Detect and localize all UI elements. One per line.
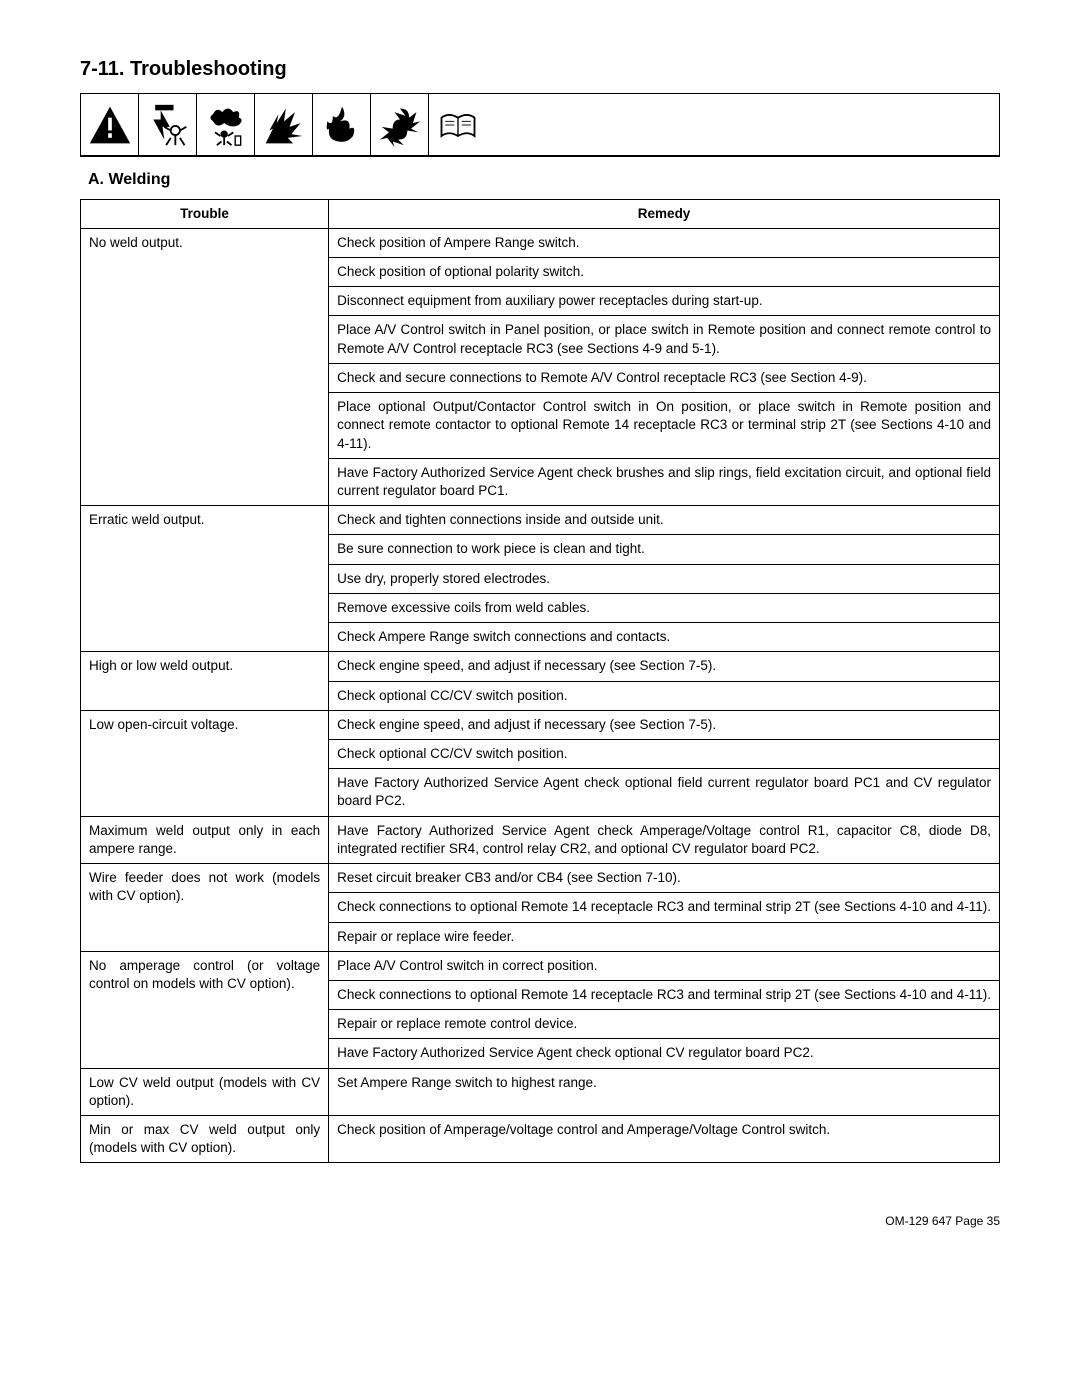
trouble-cell: Wire feeder does not work (models with C… <box>81 864 329 952</box>
remedy-cell: Place A/V Control switch in Panel positi… <box>329 316 1000 363</box>
header-trouble: Trouble <box>81 199 329 228</box>
toxic-fumes-icon <box>197 94 255 155</box>
remedy-cell: Be sure connection to work piece is clea… <box>329 535 1000 564</box>
remedy-cell: Disconnect equipment from auxiliary powe… <box>329 287 1000 316</box>
trouble-cell: High or low weld output. <box>81 652 329 710</box>
trouble-cell: No weld output. <box>81 228 329 505</box>
warning-triangle-icon <box>81 94 139 155</box>
remedy-cell: Remove excessive coils from weld cables. <box>329 593 1000 622</box>
remedy-cell: Check position of optional polarity swit… <box>329 258 1000 287</box>
trouble-cell: Maximum weld output only in each ampere … <box>81 816 329 863</box>
trouble-cell: Low open-circuit voltage. <box>81 710 329 816</box>
remedy-cell: Repair or replace wire feeder. <box>329 922 1000 951</box>
remedy-cell: Check engine speed, and adjust if necess… <box>329 710 1000 739</box>
remedy-cell: Use dry, properly stored electrodes. <box>329 564 1000 593</box>
remedy-cell: Check engine speed, and adjust if necess… <box>329 652 1000 681</box>
trouble-cell: Min or max CV weld output only (models w… <box>81 1116 329 1163</box>
remedy-cell: Set Ampere Range switch to highest range… <box>329 1068 1000 1115</box>
trouble-cell: Low CV weld output (models with CV optio… <box>81 1068 329 1115</box>
remedy-cell: Place A/V Control switch in correct posi… <box>329 951 1000 980</box>
page-footer: OM-129 647 Page 35 <box>80 1213 1000 1229</box>
explosion-icon <box>255 94 313 155</box>
remedy-cell: Have Factory Authorized Service Agent ch… <box>329 458 1000 505</box>
troubleshooting-table: Trouble Remedy No weld output.Check posi… <box>80 199 1000 1164</box>
remedy-cell: Have Factory Authorized Service Agent ch… <box>329 1039 1000 1068</box>
trouble-cell: No amperage control (or voltage control … <box>81 951 329 1068</box>
remedy-cell: Check and secure connections to Remote A… <box>329 363 1000 392</box>
remedy-cell: Have Factory Authorized Service Agent ch… <box>329 769 1000 816</box>
fire-icon <box>313 94 371 155</box>
trouble-cell: Erratic weld output. <box>81 506 329 652</box>
remedy-cell: Check and tighten connections inside and… <box>329 506 1000 535</box>
header-remedy: Remedy <box>329 199 1000 228</box>
read-manual-icon <box>429 94 487 155</box>
section-title: 7-11. Troubleshooting <box>80 56 1000 83</box>
remedy-cell: Repair or replace remote control device. <box>329 1010 1000 1039</box>
remedy-cell: Check position of Amperage/voltage contr… <box>329 1116 1000 1163</box>
remedy-cell: Check connections to optional Remote 14 … <box>329 893 1000 922</box>
electric-shock-icon <box>139 94 197 155</box>
remedy-cell: Check optional CC/CV switch position. <box>329 681 1000 710</box>
remedy-cell: Check position of Ampere Range switch. <box>329 228 1000 257</box>
moving-parts-icon <box>371 94 429 155</box>
remedy-cell: Place optional Output/Contactor Control … <box>329 393 1000 459</box>
subsection-title: A. Welding <box>80 169 1000 191</box>
remedy-cell: Check connections to optional Remote 14 … <box>329 980 1000 1009</box>
remedy-cell: Have Factory Authorized Service Agent ch… <box>329 816 1000 863</box>
remedy-cell: Check Ampere Range switch connections an… <box>329 623 1000 652</box>
safety-icon-strip <box>80 93 1000 157</box>
remedy-cell: Check optional CC/CV switch position. <box>329 739 1000 768</box>
remedy-cell: Reset circuit breaker CB3 and/or CB4 (se… <box>329 864 1000 893</box>
